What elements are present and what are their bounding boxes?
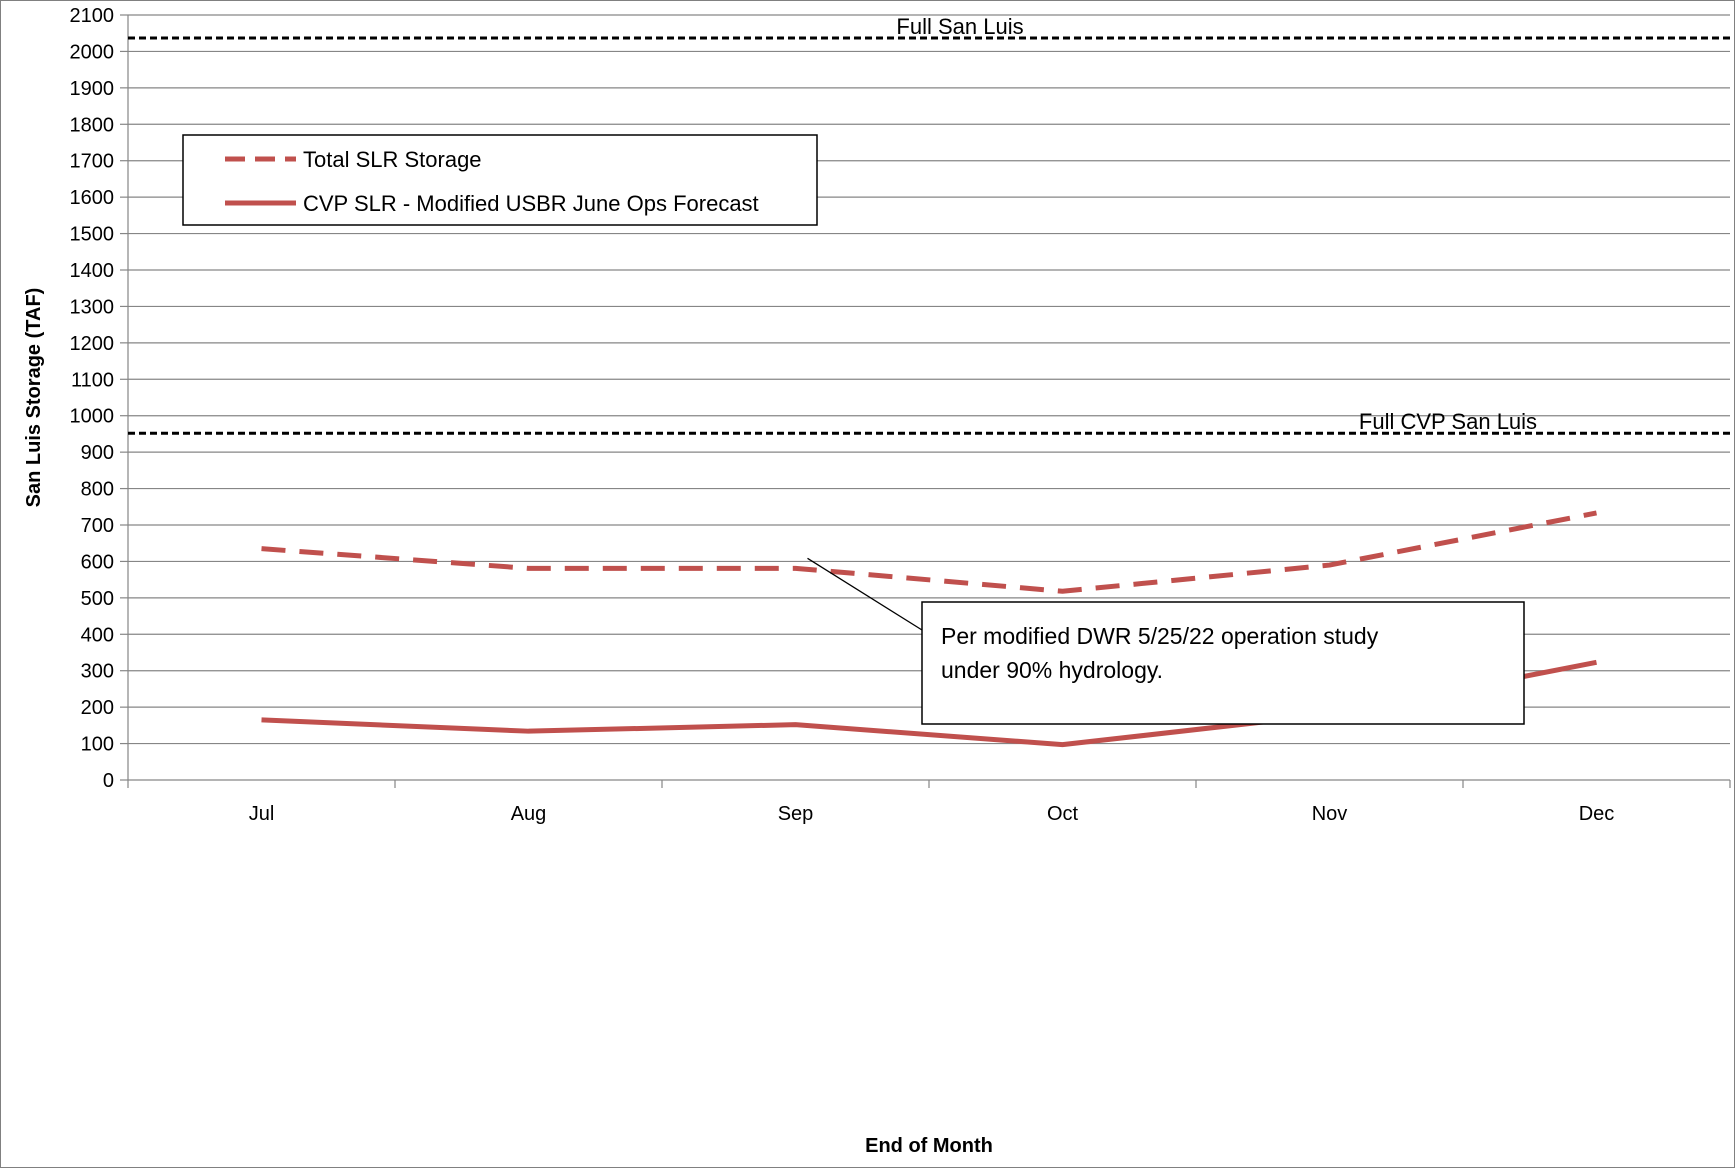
y-tick-label: 700 <box>81 515 114 537</box>
y-tick-label: 2000 <box>70 41 115 63</box>
annotation-text: Per modified DWR 5/25/22 operation study <box>941 623 1379 649</box>
reference-line-label: Full San Luis <box>896 14 1023 39</box>
annotation: Per modified DWR 5/25/22 operation study… <box>807 557 1525 725</box>
y-tick-label: 100 <box>81 734 114 756</box>
annotation-box <box>921 601 1525 725</box>
x-tick-label: Oct <box>1047 803 1079 825</box>
x-tick-label: Aug <box>511 803 547 825</box>
legend-label: CVP SLR - Modified USBR June Ops Forecas… <box>303 191 759 216</box>
y-tick-label: 400 <box>81 624 114 646</box>
series-line <box>261 510 1597 594</box>
y-axis-title: San Luis Storage (TAF) <box>23 288 45 508</box>
y-tick-label: 1900 <box>70 78 115 100</box>
x-tick-label: Nov <box>1312 803 1348 825</box>
reference-lines: Full San Luis Full CVP San Luis <box>128 14 1730 435</box>
legend-label: Total SLR Storage <box>303 147 482 172</box>
y-tick-label: 500 <box>81 588 114 610</box>
axes: 0 100 200 300 400 500 600 700 800 900 1000 1100 1200… <box>70 5 1731 825</box>
y-tick-label: 0 <box>103 770 114 792</box>
y-tick-label: 1700 <box>70 151 115 173</box>
grid-lines <box>128 14 1730 745</box>
y-tick-label: 900 <box>81 442 114 464</box>
x-tick-label: Dec <box>1579 803 1615 825</box>
x-axis-title: End of Month <box>865 1135 993 1157</box>
y-tick-label: 300 <box>81 661 114 683</box>
y-tick-label: 1600 <box>70 187 115 209</box>
x-tick-label: Sep <box>778 803 814 825</box>
y-tick-label: 1400 <box>70 260 115 282</box>
legend-box <box>182 134 818 226</box>
annotation-text: under 90% hydrology. <box>941 657 1163 683</box>
y-tick-label: 1800 <box>70 114 115 136</box>
legend: Total SLR Storage CVP SLR - Modified USBR… <box>182 134 818 226</box>
reference-line-label: Full CVP San Luis <box>1359 409 1537 434</box>
y-tick-label: 1500 <box>70 224 115 246</box>
y-tick-label: 200 <box>81 697 114 719</box>
y-tick-label: 1200 <box>70 333 115 355</box>
y-tick-label: 1100 <box>71 369 114 391</box>
annotation-leader-line <box>807 557 923 631</box>
y-tick-label: 2100 <box>70 5 115 27</box>
y-tick-label: 600 <box>81 551 114 573</box>
y-tick-label: 800 <box>81 479 114 501</box>
y-tick-label: 1300 <box>70 296 115 318</box>
y-tick-label: 1000 <box>70 406 115 428</box>
x-tick-label: Jul <box>249 803 275 825</box>
